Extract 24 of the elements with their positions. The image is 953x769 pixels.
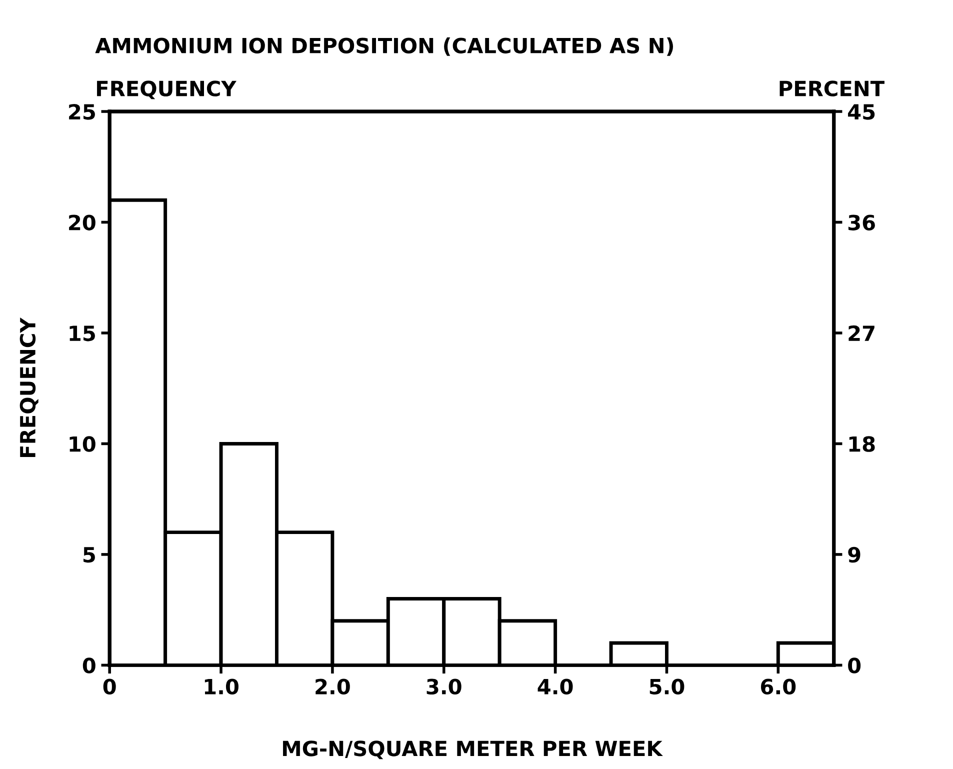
x-tick-label: 2.0 <box>316 678 350 695</box>
y2-tick-label: 0 <box>848 658 861 674</box>
y2-tick-label: 27 <box>848 325 874 341</box>
x-tick-label: 0 <box>103 678 116 695</box>
y2-tick-label: 18 <box>849 436 875 452</box>
y-tick-label: 10 <box>70 436 96 452</box>
y-tick-label: 20 <box>69 214 96 230</box>
x-axis-title: MG-N/SQUARE METER PER WEEK <box>283 740 663 760</box>
y2-tick-label: 45 <box>848 104 875 120</box>
chart-title: AMMONIUM ION DEPOSITION (CALCULATED AS N) <box>95 37 674 56</box>
x-tick-label: 1.0 <box>204 678 238 695</box>
y-tick-label: 15 <box>70 326 95 342</box>
x-tick-label: 3.0 <box>426 678 462 695</box>
text: FREQUENCY <box>97 80 236 100</box>
y2-tick-label: 9 <box>848 546 860 563</box>
x-tick-label: 6.0 <box>761 678 796 695</box>
y-axis-title: FREQUENCY <box>20 318 38 458</box>
x-tick-label: 4.0 <box>538 678 573 695</box>
y-tick-label: 25 <box>69 104 95 120</box>
x-tick-label: 5.0 <box>650 678 684 695</box>
y-tick-label: 5 <box>84 547 95 563</box>
y2-axis-title: PERCENT <box>780 80 884 96</box>
y2-tick-label: 36 <box>848 214 875 230</box>
y-tick-label: 0 <box>82 658 96 674</box>
